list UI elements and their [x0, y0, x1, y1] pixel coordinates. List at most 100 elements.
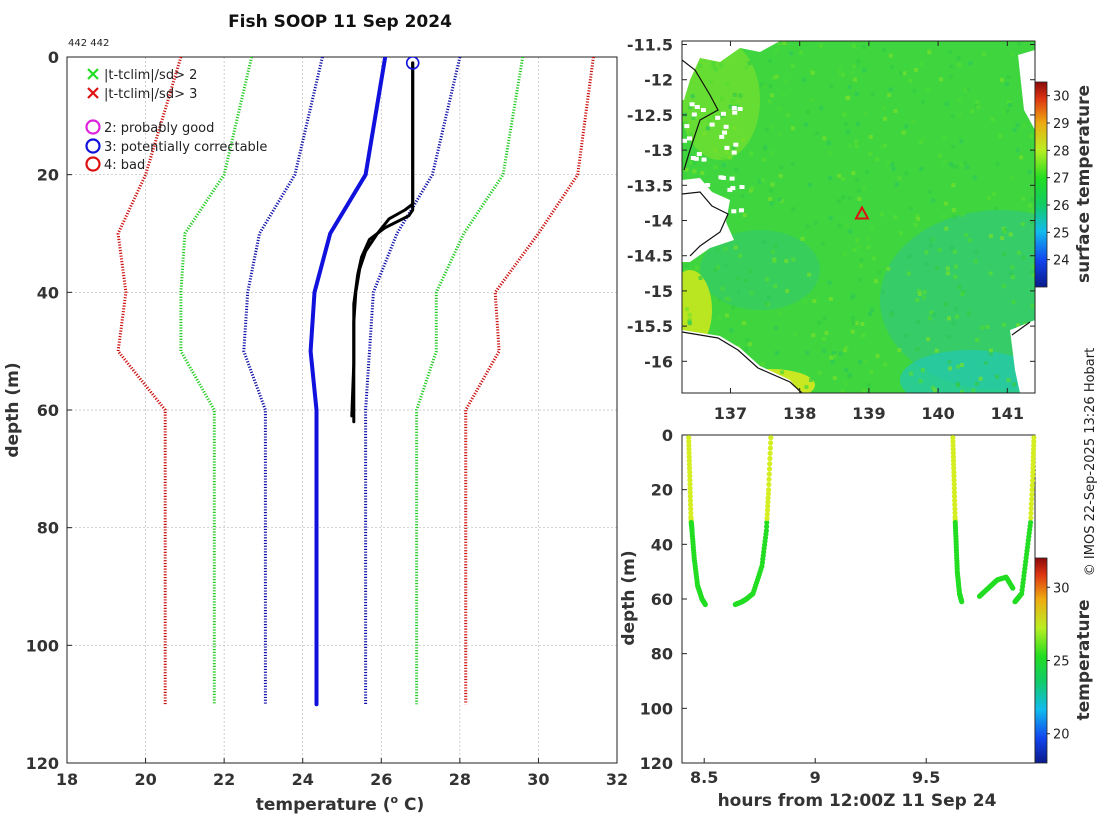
sst-pixel: [837, 224, 842, 229]
sst-pixel: [953, 264, 958, 269]
sst-pixel: [732, 174, 736, 178]
series-line-profile-1: [352, 61, 415, 424]
sst-pixel: [744, 65, 749, 70]
sst-pixel: [903, 333, 908, 338]
sst-pixel: [887, 93, 892, 98]
sst-pixel: [771, 249, 776, 254]
cast-point: [686, 450, 692, 456]
sst-pixel: [774, 325, 779, 330]
sst-pixel: [805, 110, 810, 114]
sst-pixel: [856, 59, 861, 64]
sst-pixel: [889, 312, 894, 317]
sst-pixel: [1020, 222, 1025, 227]
sst-pixel: [870, 226, 874, 231]
depth-tick-label: 20: [651, 481, 673, 500]
sst-pixel: [708, 79, 713, 84]
cloud-pixel: [701, 157, 707, 162]
map-y-tick-label: -12.5: [627, 106, 673, 125]
sst-pixel: [904, 124, 909, 129]
sst-pixel: [738, 253, 743, 258]
cast-point: [952, 502, 958, 508]
sst-pixel: [971, 388, 976, 393]
sst-pixel: [1010, 52, 1015, 57]
sst-pixel: [854, 321, 859, 326]
cast-point: [1030, 473, 1036, 479]
sst-pixel: [745, 338, 750, 343]
sst-pixel: [716, 298, 721, 303]
sst-pixel: [850, 70, 855, 75]
sst-pixel: [817, 320, 822, 325]
sst-pixel: [915, 347, 920, 352]
cast-position-marker: [854, 205, 870, 220]
cloud-east-north: [1018, 50, 1035, 130]
sst-pixel: [721, 146, 726, 151]
cloud-pixel: [700, 108, 706, 112]
sst-pixel: [791, 207, 796, 212]
cast-point: [1030, 450, 1036, 456]
cloud-pixel: [705, 183, 711, 187]
sst-pixel: [1007, 100, 1011, 104]
temperature-colorbar-tick-label: 25: [1053, 655, 1070, 670]
temperature-colorbar-tick-label: 30: [1053, 581, 1070, 596]
sst-pixel: [727, 155, 732, 160]
sst-pixel: [988, 271, 993, 276]
sst-pixel: [807, 272, 812, 277]
x-tick-label: 32: [606, 770, 628, 789]
sst-pixel: [1021, 255, 1026, 260]
sst-pixel: [728, 104, 733, 109]
depth-tick-label: 120: [640, 754, 673, 773]
map-x-tick-label: 139: [852, 404, 885, 423]
sst-pixel: [988, 352, 993, 357]
sst-pixel: [683, 121, 688, 125]
cloud-pixel: [739, 185, 745, 189]
cast-point: [1030, 454, 1036, 460]
cloud-pixel: [719, 134, 725, 139]
sst-pixel: [762, 84, 767, 89]
sst-pixel: [830, 360, 835, 365]
cast-point: [1031, 435, 1037, 441]
sst-pixel: [954, 164, 959, 169]
sst-pixel: [956, 56, 961, 61]
cloud-pixel: [737, 107, 743, 111]
sst-pixel: [968, 61, 973, 66]
sst-pixel: [760, 178, 765, 183]
depth-tick-label: 60: [651, 590, 673, 609]
sst-pixel: [777, 41, 781, 46]
sst-pixel: [934, 348, 939, 353]
sst-pixel: [987, 196, 991, 201]
sst-pixel: [1006, 378, 1011, 383]
sst-pixel: [1010, 265, 1015, 270]
coastline: [1011, 321, 1031, 336]
sst-pixel: [937, 153, 942, 158]
map-y-tick-label: -13.5: [627, 176, 673, 195]
series-line-clim-6sd: [116, 57, 183, 705]
sst-pixel: [713, 148, 718, 153]
sst-pixel: [768, 197, 773, 201]
sst-pixel: [731, 98, 736, 103]
sst-pixel: [888, 87, 893, 92]
sst-pixel: [951, 144, 956, 149]
sst-pixel: [921, 137, 926, 142]
sst-pixel: [911, 119, 916, 124]
sst-pixel: [731, 145, 736, 150]
sst-pixel: [992, 192, 997, 197]
cloud-pixel: [682, 138, 687, 143]
sst-pixel: [829, 355, 834, 360]
sst-colorbar-ticks: 24 25 26 27 28 29 30: [1047, 90, 1070, 269]
sst-pixel: [927, 50, 932, 55]
sst-pixel: [928, 243, 933, 248]
cast-point: [1031, 439, 1037, 445]
sst-pixel: [759, 82, 764, 87]
cast-point: [767, 445, 774, 451]
legend-circle-marker: [85, 156, 101, 172]
sst-pixel: [920, 368, 925, 373]
sst-pixel: [1027, 170, 1032, 175]
map-x-tick-label: 141: [991, 404, 1024, 423]
cast-point: [951, 477, 957, 483]
sst-colorbar-tick-label: 26: [1053, 199, 1070, 214]
cloud-pixel: [691, 112, 697, 117]
sst-pixel: [932, 312, 937, 317]
sst-pixel: [798, 50, 803, 55]
sst-pixel: [766, 295, 771, 300]
sst-pixel: [822, 316, 827, 321]
